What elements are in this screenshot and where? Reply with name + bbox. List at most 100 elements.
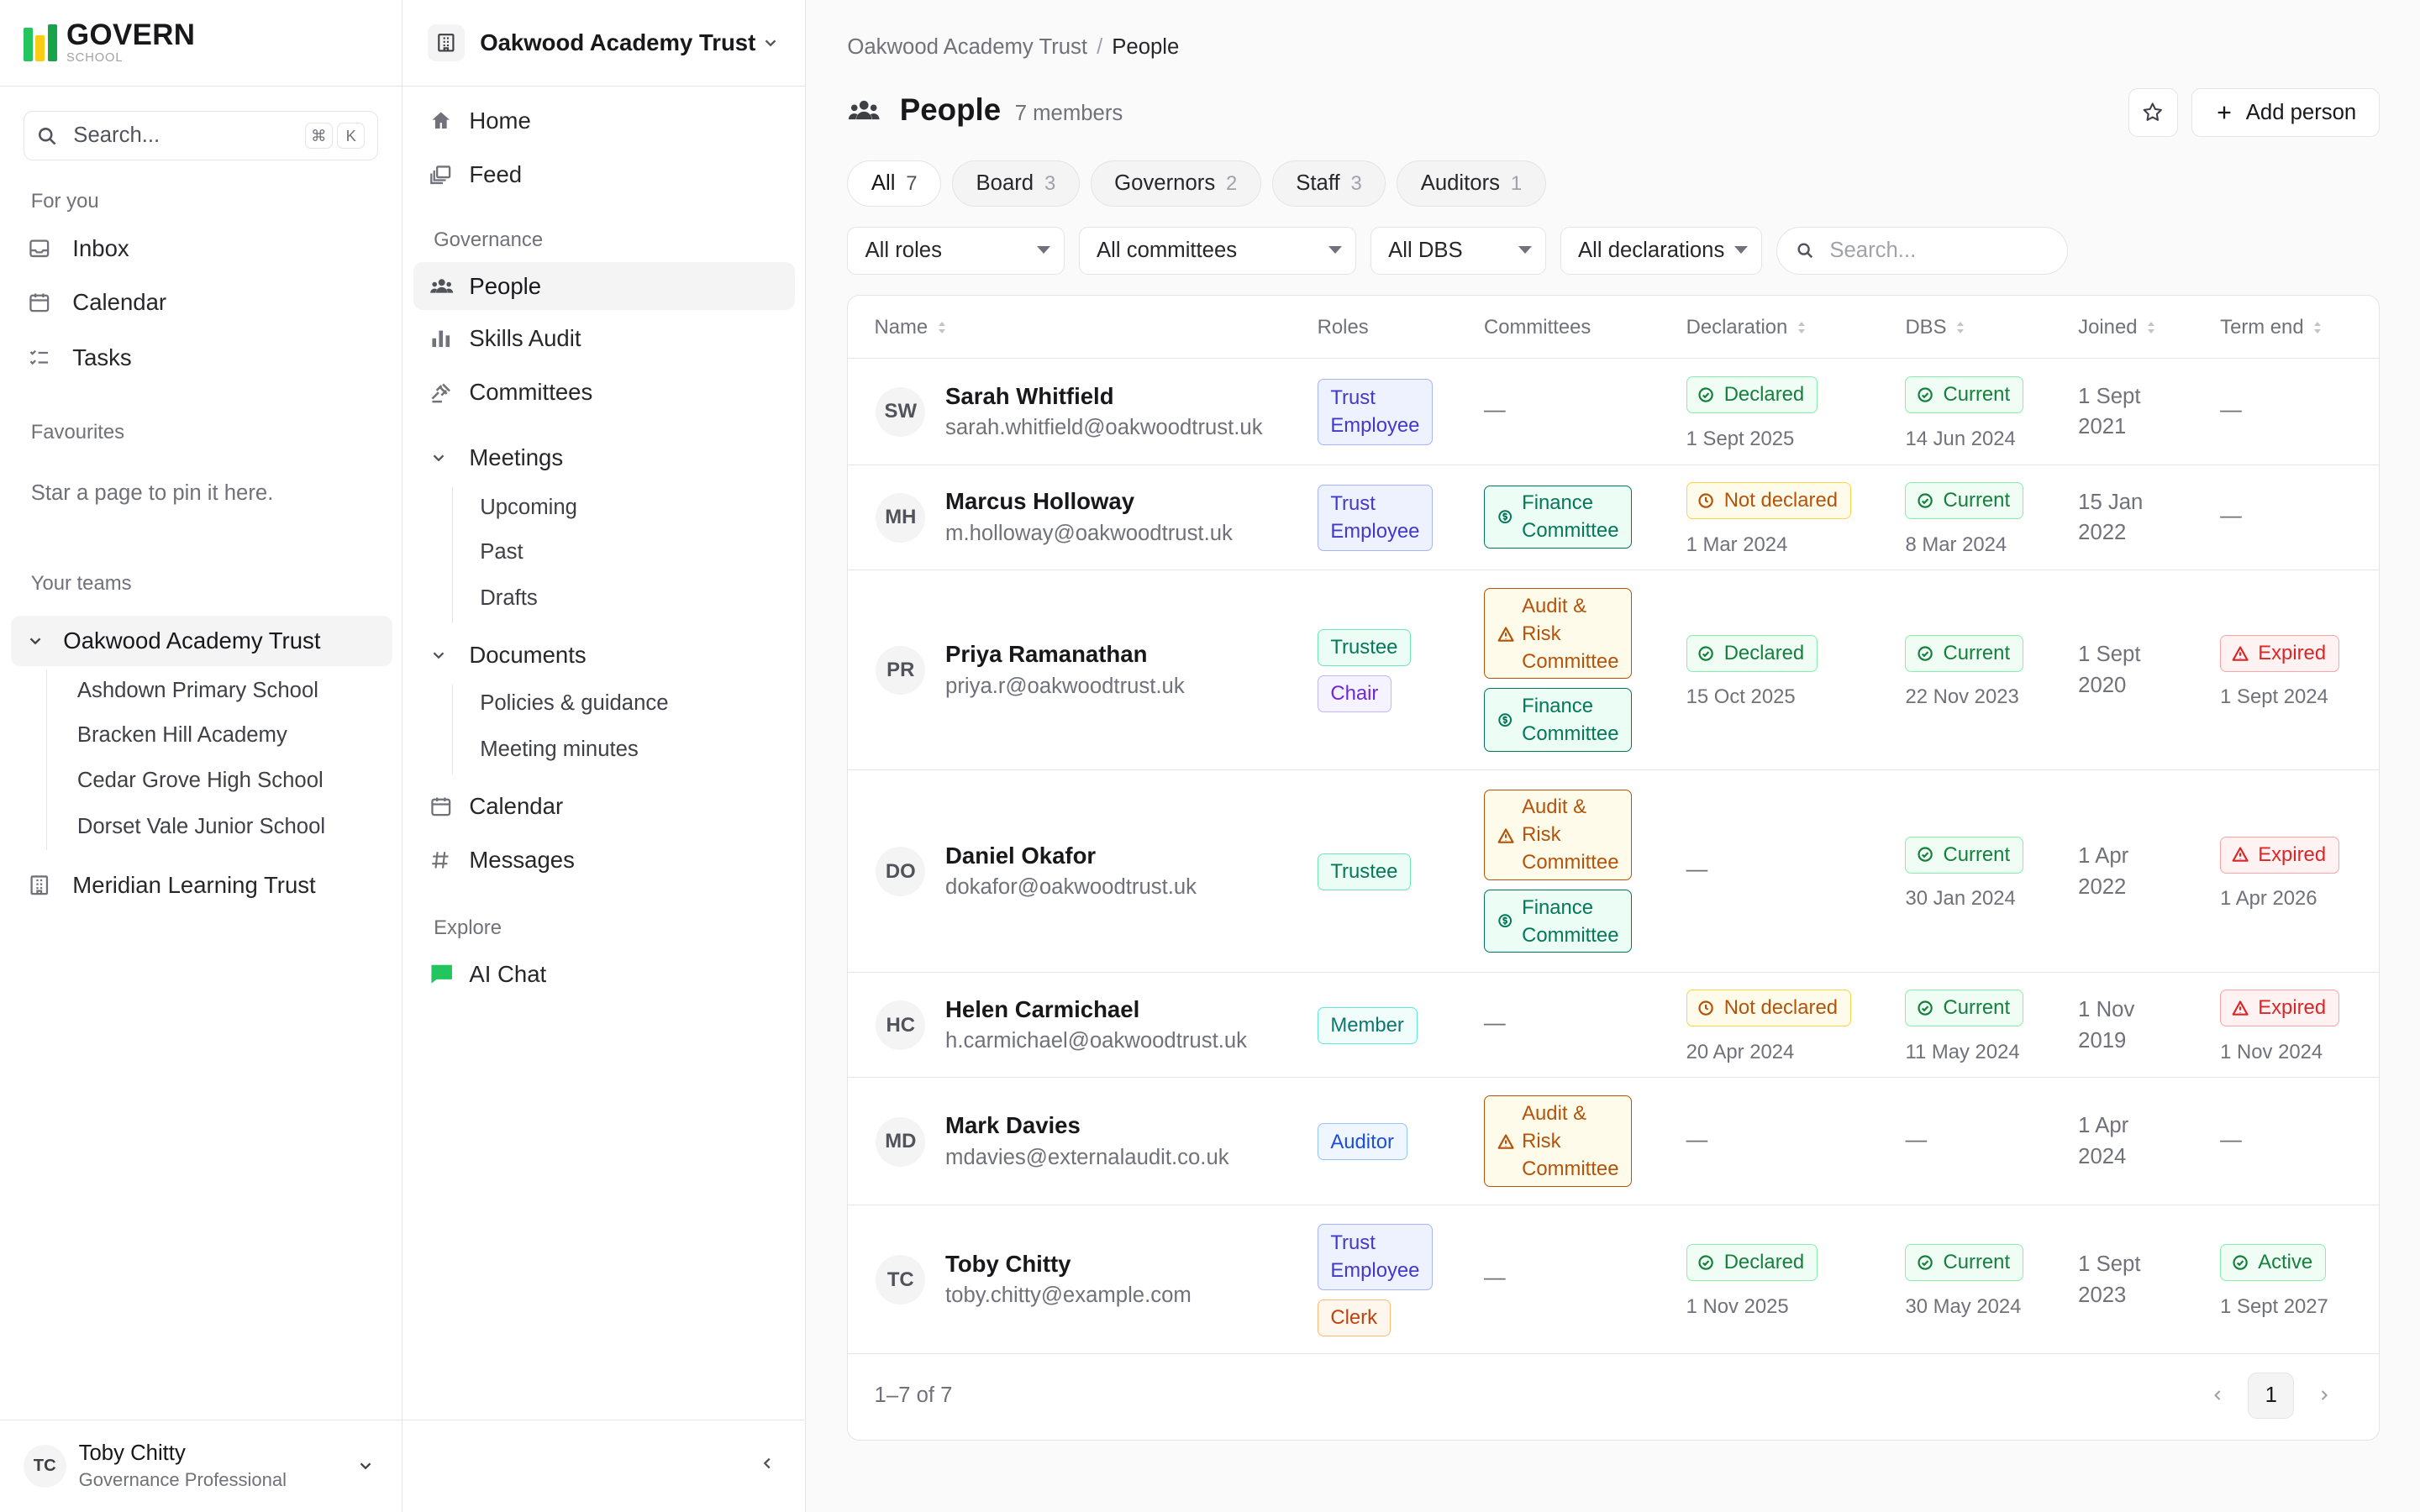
term-cell: Expired 1 Nov 2024 (2220, 990, 2339, 1064)
column-header-dbs[interactable]: DBS (1905, 316, 1965, 339)
name-cell[interactable]: Helen Carmichael h.carmichael@oakwoodtrus… (945, 996, 1247, 1053)
finance-committee-badge[interactable]: Finance Committee (1484, 688, 1633, 752)
name-cell[interactable]: Marcus Holloway m.holloway@oakwoodtrust.u… (945, 488, 1233, 545)
person-name[interactable]: Marcus Holloway (945, 488, 1135, 515)
nav-meetings-upcoming[interactable]: Upcoming (480, 495, 577, 519)
nav-feed[interactable]: Feed (413, 151, 795, 199)
table-row[interactable]: TC Toby Chitty toby.chitty@example.com Trus… (848, 1205, 2380, 1354)
tab-auditors[interactable]: Auditors 1 (1397, 160, 1546, 207)
add-person-button[interactable]: Add person (2191, 87, 2381, 138)
nav-calendar[interactable]: Calendar (18, 278, 389, 328)
tab-staff[interactable]: Staff 3 (1271, 160, 1386, 207)
term-status: Active (2258, 1251, 2313, 1274)
table-row[interactable]: DO Daniel Okafor dokafor@oakwoodtrust.uk Tr… (848, 771, 2380, 974)
avatar: MD (876, 1116, 926, 1167)
team-meridian[interactable]: Meridian Learning Trust (18, 861, 389, 911)
finance-committee-badge[interactable]: Finance Committee (1484, 889, 1633, 953)
pagination-summary: 1–7 of 7 (874, 1383, 953, 1407)
org-name: Oakwood Academy Trust (480, 29, 756, 55)
column-header-label: Name (874, 315, 929, 339)
name-cell[interactable]: Priya Ramanathan priya.r@oakwoodtrust.uk (945, 641, 1185, 698)
person-name[interactable]: Helen Carmichael (945, 995, 1140, 1022)
person-name[interactable]: Sarah Whitfield (945, 382, 1114, 409)
audit-committee-badge[interactable]: Audit & Risk Committee (1484, 587, 1633, 680)
nav-meetings-drafts[interactable]: Drafts (480, 585, 538, 610)
term-badge: Expired (2220, 836, 2339, 874)
nav-home[interactable]: Home (413, 97, 795, 145)
column-header-term-end[interactable]: Term end (2220, 316, 2322, 339)
table-row[interactable]: PR Priya Ramanathan priya.r@oakwoodtrust.u… (848, 570, 2380, 771)
caret-down-icon (1036, 246, 1050, 254)
person-name[interactable]: Daniel Okafor (945, 842, 1097, 869)
joined-year: 2020 (2078, 674, 2127, 698)
previous-page-icon[interactable] (2209, 1387, 2226, 1404)
name-cell[interactable]: Mark Davies mdavies@externalaudit.co.uk (945, 1112, 1229, 1169)
collapse-sidebar-icon[interactable] (758, 1454, 776, 1473)
committees-filter[interactable]: All committees (1078, 226, 1357, 275)
table-row[interactable]: SW Sarah Whitfield sarah.whitfield@oakwood… (848, 359, 2380, 465)
school-bracken-hill[interactable]: Bracken Hill Academy (76, 723, 287, 748)
tab-all[interactable]: All 7 (847, 160, 942, 207)
audit-committee-badge[interactable]: Audit & Risk Committee (1484, 1095, 1633, 1187)
nav-meetings[interactable]: Meetings (413, 433, 795, 481)
people-tabs: All 7 Board 3 Governors 2 Staff 3 Auditors 1 (847, 160, 1546, 207)
role-badge: Trustee (1317, 628, 1412, 666)
people-search-input[interactable]: Search... (1776, 226, 2069, 275)
school-cedar-grove[interactable]: Cedar Grove High School (76, 768, 324, 792)
favourite-button[interactable] (2128, 87, 2178, 138)
chevron-down-icon (429, 449, 454, 467)
nav-calendar-2[interactable]: Calendar (413, 782, 795, 830)
nav-ai-chat[interactable]: AI Chat (413, 950, 795, 998)
nav-feed-label: Feed (469, 161, 523, 188)
nav-skills-audit[interactable]: Skills Audit (413, 315, 795, 363)
person-name[interactable]: Priya Ramanathan (945, 641, 1148, 668)
next-page-icon[interactable] (2316, 1387, 2333, 1404)
column-header-name[interactable]: Name (875, 316, 946, 339)
breadcrumb-parent[interactable]: Oakwood Academy Trust (847, 35, 1088, 60)
tab-board-label: Board (976, 171, 1034, 196)
person-name[interactable]: Mark Davies (945, 1112, 1081, 1139)
page-button-current[interactable]: 1 (2248, 1372, 2295, 1419)
nav-people[interactable]: People (413, 262, 795, 311)
declaration-empty: — (1686, 1127, 1708, 1152)
dbs-status: Current (1943, 1251, 2011, 1274)
tab-all-label: All (871, 171, 896, 196)
joined-cell: 1 Sept 2020 (2078, 639, 2140, 701)
column-header-declaration[interactable]: Declaration (1686, 316, 1806, 339)
user-menu[interactable]: TC Toby Chitty Governance Professional (0, 1419, 402, 1512)
logo[interactable]: GOVERN SCHOOL (0, 0, 402, 87)
table-row[interactable]: MD Mark Davies mdavies@externalaudit.co.uk… (848, 1078, 2380, 1206)
declarations-filter[interactable]: All declarations (1560, 226, 1763, 275)
roles-filter[interactable]: All roles (847, 226, 1065, 275)
column-header-joined[interactable]: Joined (2078, 316, 2155, 339)
name-cell[interactable]: Daniel Okafor dokafor@oakwoodtrust.uk (945, 843, 1197, 900)
tab-board[interactable]: Board 3 (951, 160, 1080, 207)
global-search[interactable]: Search... ⌘ K (23, 111, 378, 160)
committee-badge-line: Committee (1522, 923, 1619, 947)
school-ashdown[interactable]: Ashdown Primary School (76, 679, 318, 703)
nav-documents[interactable]: Documents (413, 631, 795, 679)
dbs-cell: Current 22 Nov 2023 (1905, 634, 2023, 710)
tab-governors[interactable]: Governors 2 (1090, 160, 1261, 207)
audit-committee-badge[interactable]: Audit & Risk Committee (1484, 789, 1633, 881)
school-dorset-vale[interactable]: Dorset Vale Junior School (76, 814, 326, 838)
nav-meetings-past[interactable]: Past (480, 539, 523, 564)
person-name[interactable]: Toby Chitty (945, 1250, 1071, 1277)
org-switcher[interactable]: Oakwood Academy Trust (402, 0, 805, 87)
check-circle-icon (1917, 645, 1933, 662)
dbs-status: Current (1943, 641, 2011, 664)
team-oakwood[interactable]: Oakwood Academy Trust (10, 615, 392, 667)
name-cell[interactable]: Toby Chitty toby.chitty@example.com (945, 1251, 1192, 1308)
nav-inbox[interactable]: Inbox (18, 223, 389, 273)
name-cell[interactable]: Sarah Whitfield sarah.whitfield@oakwoodtr… (945, 383, 1263, 440)
governance-heading: Governance (434, 228, 544, 251)
table-row[interactable]: HC Helen Carmichael h.carmichael@oakwoodtr… (848, 973, 2380, 1078)
nav-committees[interactable]: Committees (413, 369, 795, 417)
nav-meeting-minutes[interactable]: Meeting minutes (480, 737, 639, 761)
finance-committee-badge[interactable]: Finance Committee (1484, 485, 1633, 549)
table-row[interactable]: MH Marcus Holloway m.holloway@oakwoodtrust… (848, 465, 2380, 570)
nav-messages[interactable]: Messages (413, 836, 795, 884)
nav-tasks[interactable]: Tasks (18, 333, 389, 383)
nav-policies[interactable]: Policies & guidance (480, 690, 669, 715)
dbs-filter[interactable]: All DBS (1370, 226, 1547, 275)
